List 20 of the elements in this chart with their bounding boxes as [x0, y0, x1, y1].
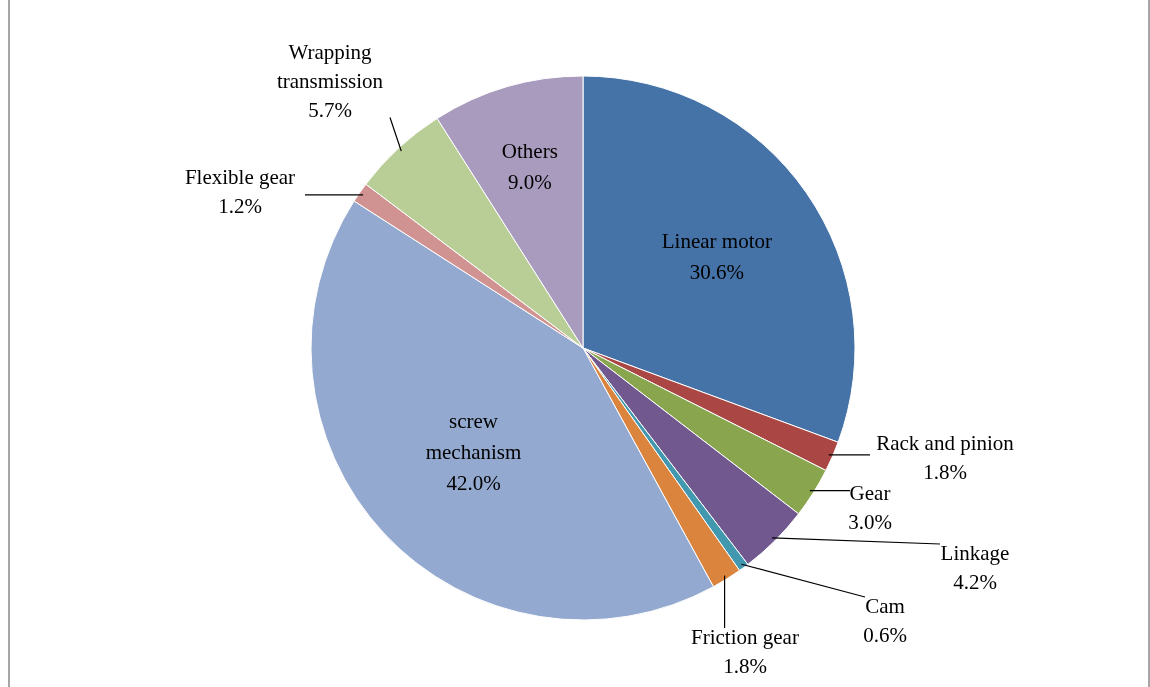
data-label: 4.2% — [953, 570, 997, 594]
slice-label: Flexible gear — [184, 165, 296, 189]
data-label: 3.0% — [848, 510, 892, 534]
slice-label: Others — [501, 139, 558, 164]
data-label: 0.6% — [863, 623, 907, 647]
slice-label: Linear motor — [661, 228, 773, 253]
data-label: 42.0% — [446, 471, 501, 496]
data-label: 1.8% — [723, 654, 767, 678]
slice-label: Wrapping transmission — [276, 39, 384, 93]
slice-label: Rack and pinion — [876, 431, 1015, 455]
data-label: 1.8% — [923, 460, 967, 484]
data-label: 5.7% — [308, 97, 352, 122]
slice-label: screw mechanism — [425, 409, 522, 465]
slice-label: Friction gear — [691, 625, 799, 649]
slice-label: Linkage — [940, 541, 1010, 565]
data-label: 30.6% — [689, 259, 745, 284]
slice-label: Gear — [849, 481, 891, 505]
data-label: 9.0% — [507, 170, 552, 195]
slice-label: Cam — [865, 594, 905, 618]
data-label: 1.2% — [218, 194, 262, 218]
